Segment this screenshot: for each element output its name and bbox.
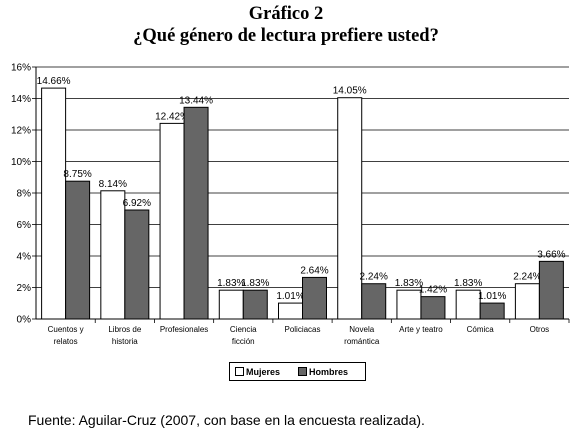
data-label: 1.01% <box>276 291 304 302</box>
x-tick-label: Arte y teatro <box>399 325 443 334</box>
bar-mujeres <box>100 190 126 320</box>
bar-hombres <box>124 209 150 320</box>
source-note: Fuente: Aguilar-Cruz (2007, con base en … <box>28 412 425 428</box>
x-tick-label: Cuentos y relatos <box>48 325 84 346</box>
data-label: 1.01% <box>478 291 506 302</box>
x-tick-label: Otros <box>530 325 550 334</box>
x-tick-label: Policiacas <box>284 325 320 334</box>
data-label: 1.42% <box>419 285 447 296</box>
bar-mujeres <box>41 87 67 320</box>
data-label: 1.83% <box>217 278 245 289</box>
data-label: 2.64% <box>300 265 328 276</box>
bar-mujeres <box>218 289 244 320</box>
x-tick-label: Ciencia ficción <box>230 325 257 346</box>
y-tick-label: 4% <box>17 252 32 263</box>
data-label: 8.14% <box>99 179 127 190</box>
data-label: 6.92% <box>123 198 151 209</box>
bar-chart: 0% 2% 4% 6% 8% 10% 12% 14% 16% Cuentos y relatos 14… <box>11 63 570 346</box>
bar-hombres <box>65 180 91 320</box>
x-tick-label: Profesionales <box>160 325 208 334</box>
bar-hombres <box>420 296 446 320</box>
x-tick-label: Libros de historia <box>108 325 141 346</box>
y-tick-label: 6% <box>17 220 32 231</box>
bar-hombres <box>361 283 387 320</box>
x-tick-label: Cómica <box>467 325 495 334</box>
y-tick-label: 12% <box>11 126 31 137</box>
y-tick-label: 2% <box>17 283 32 294</box>
bar-mujeres <box>278 302 303 320</box>
y-tick-label: 0% <box>17 315 32 326</box>
bar-hombres <box>242 289 268 320</box>
y-tick-label: 8% <box>17 189 32 200</box>
bar-mujeres <box>159 122 185 320</box>
bar-mujeres <box>337 97 363 320</box>
x-tick-label: Novela romántica <box>344 325 380 346</box>
y-tick-label: 10% <box>11 157 31 168</box>
bar-hombres <box>479 302 505 320</box>
bar-mujeres <box>514 283 540 320</box>
data-label: 13.44% <box>179 95 213 106</box>
data-label: 1.83% <box>395 278 423 289</box>
bar-hombres <box>183 106 209 320</box>
legend: Mujeres Hombres <box>229 362 366 381</box>
legend-item-mujeres: Mujeres <box>235 367 280 377</box>
legend-label-hombres: Hombres <box>309 367 349 377</box>
data-label: 2.24% <box>513 272 541 283</box>
bar-mujeres <box>455 289 481 320</box>
bar-hombres <box>538 260 564 320</box>
data-label: 14.66% <box>37 76 71 87</box>
data-label: 1.83% <box>241 278 269 289</box>
legend-swatch-hombres <box>298 367 307 376</box>
bar-hombres <box>302 276 327 320</box>
data-label: 12.42% <box>155 111 189 122</box>
data-label: 14.05% <box>333 86 367 97</box>
data-label: 1.83% <box>454 278 482 289</box>
legend-swatch-mujeres <box>235 367 244 376</box>
chart-subtitle: ¿Qué género de lectura prefiere usted? <box>133 26 439 46</box>
y-tick-label: 14% <box>11 94 31 105</box>
bar-mujeres <box>396 289 422 320</box>
data-label: 2.24% <box>360 272 388 283</box>
legend-item-hombres: Hombres <box>298 367 348 377</box>
data-label: 3.66% <box>537 249 565 260</box>
legend-label-mujeres: Mujeres <box>246 367 281 377</box>
y-tick-label: 16% <box>11 63 31 74</box>
data-label: 8.75% <box>63 169 91 180</box>
chart-title: Gráfico 2 <box>248 4 324 24</box>
